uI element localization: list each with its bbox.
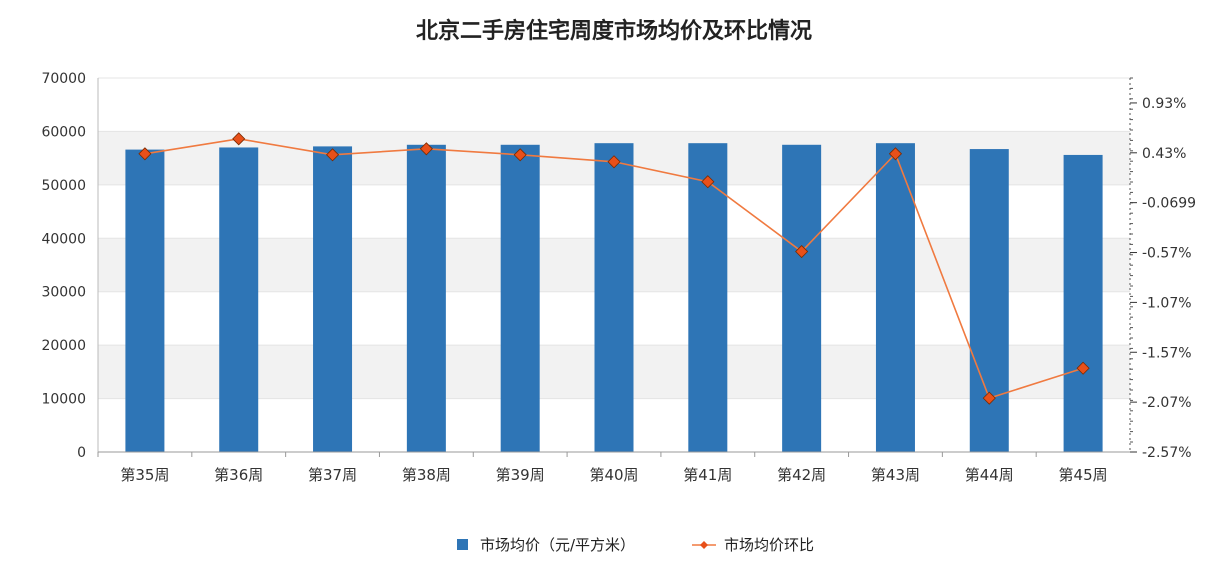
left-axis-ticks: 0 10000 20000 30000 40000 50000 60000 70000 bbox=[41, 71, 86, 461]
category-label: 第43周 bbox=[871, 466, 920, 484]
legend-line-marker bbox=[700, 541, 708, 549]
bar-10 bbox=[1063, 154, 1103, 453]
line-point-1 bbox=[232, 132, 246, 146]
right-tick-label: 0.93% bbox=[1142, 96, 1186, 112]
category-label: 第35周 bbox=[120, 466, 169, 484]
line-point-6 bbox=[701, 175, 715, 189]
left-tick-label: 40000 bbox=[41, 231, 86, 247]
category-label: 第37周 bbox=[308, 466, 357, 484]
chart-title: 北京二手房住宅周度市场均价及环比情况 bbox=[416, 18, 812, 44]
bar-6 bbox=[688, 143, 728, 452]
left-tick-label: 30000 bbox=[41, 285, 86, 301]
bar-9 bbox=[969, 149, 1009, 452]
category-label: 第44周 bbox=[965, 466, 1014, 484]
right-tick-label: -0.57% bbox=[1142, 246, 1192, 262]
line-point-7 bbox=[795, 244, 809, 259]
bar-series bbox=[125, 143, 1103, 453]
bar-1 bbox=[219, 147, 259, 452]
category-label: 第45周 bbox=[1059, 466, 1108, 484]
left-tick-label: 70000 bbox=[41, 71, 86, 87]
line-point-3 bbox=[419, 142, 433, 156]
line-point-9 bbox=[982, 391, 996, 405]
bar-7 bbox=[782, 144, 822, 453]
legend-bar-label: 市场均价（元/平方米） bbox=[480, 536, 635, 554]
right-tick-label: -1.57% bbox=[1142, 345, 1192, 361]
category-label: 第36周 bbox=[214, 466, 263, 484]
category-label: 第38周 bbox=[402, 466, 451, 484]
category-label: 第42周 bbox=[777, 466, 826, 484]
bar-8 bbox=[875, 143, 915, 452]
right-tick-label: -2.07% bbox=[1142, 395, 1192, 411]
legend-bar-swatch bbox=[457, 539, 468, 550]
right-tick-label: 0.43% bbox=[1142, 146, 1186, 162]
line-point-2 bbox=[325, 148, 340, 162]
axes bbox=[97, 77, 1133, 453]
bar-2 bbox=[313, 146, 353, 453]
legend-line-label: 市场均价环比 bbox=[724, 536, 814, 554]
category-labels: 第35周 第36周 第37周 第38周 第39周 第40周 第41周 第42周 第43周 第44周… bbox=[97, 452, 1108, 484]
right-tick-label: -0.0699 bbox=[1142, 196, 1196, 212]
line-point-10 bbox=[1076, 361, 1090, 375]
line-series bbox=[138, 132, 1090, 405]
left-tick-label: 20000 bbox=[41, 338, 86, 354]
line-point-0 bbox=[138, 147, 152, 161]
bar-4 bbox=[500, 144, 540, 453]
right-tick-label: -1.07% bbox=[1142, 295, 1192, 311]
left-tick-label: 50000 bbox=[41, 178, 86, 194]
bar-5 bbox=[594, 143, 634, 452]
legend: 市场均价（元/平方米） 市场均价环比 bbox=[457, 536, 814, 554]
right-axis-ticks: -2.57% -2.07% -1.57% -1.07% -0.57% -0.0699 0.4… bbox=[1130, 96, 1196, 461]
line-point-5 bbox=[607, 155, 621, 169]
left-tick-label: 60000 bbox=[41, 124, 86, 140]
left-tick-label: 10000 bbox=[41, 392, 86, 408]
bar-0 bbox=[125, 149, 165, 452]
bar-3 bbox=[406, 144, 446, 453]
category-label: 第39周 bbox=[496, 466, 545, 484]
left-tick-label: 0 bbox=[77, 445, 86, 461]
category-label: 第41周 bbox=[683, 466, 732, 484]
category-label: 第40周 bbox=[589, 466, 638, 484]
line-point-8 bbox=[888, 147, 903, 161]
right-tick-label: -2.57% bbox=[1142, 445, 1192, 461]
line-point-4 bbox=[513, 148, 527, 162]
